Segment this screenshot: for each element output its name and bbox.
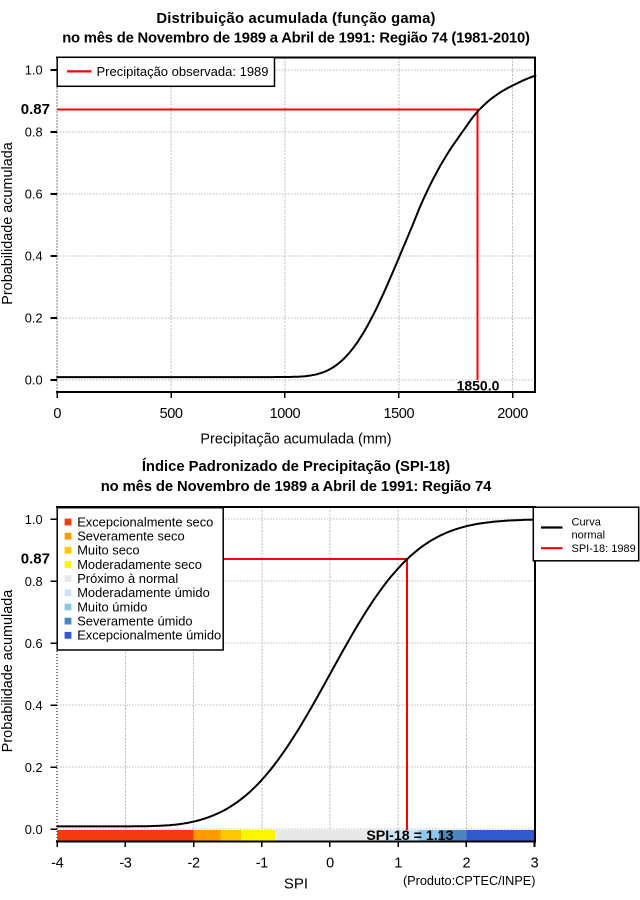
svg-text:Índice Padronizado de Precipit: Índice Padronizado de Precipitação (SPI-… (142, 458, 450, 475)
svg-text:Precipitação acumulada (mm): Precipitação acumulada (mm) (200, 432, 391, 448)
svg-text:Moderadamente úmido: Moderadamente úmido (77, 585, 210, 600)
svg-text:Precipitação observada: 1989: Precipitação observada: 1989 (97, 64, 269, 79)
svg-text:-2: -2 (188, 855, 200, 871)
svg-text:SPI-18: 1989: SPI-18: 1989 (572, 543, 636, 555)
svg-text:0.87: 0.87 (21, 550, 50, 567)
svg-text:Curva: Curva (572, 517, 602, 529)
svg-text:0.4: 0.4 (25, 249, 43, 264)
svg-text:0.2: 0.2 (25, 760, 43, 775)
svg-text:0: 0 (53, 406, 61, 422)
svg-text:0.6: 0.6 (25, 187, 43, 202)
svg-text:(Produto:CPTEC/INPE): (Produto:CPTEC/INPE) (403, 874, 536, 888)
svg-text:no mês de Novembro de 1989 a A: no mês de Novembro de 1989 a Abril de 19… (101, 479, 492, 495)
svg-text:Probabilidade acumulada: Probabilidade acumulada (0, 590, 16, 752)
svg-text:2: 2 (462, 855, 470, 871)
svg-text:0.4: 0.4 (25, 698, 43, 713)
svg-text:1500: 1500 (383, 406, 414, 422)
svg-text:-4: -4 (51, 855, 63, 871)
svg-text:1.0: 1.0 (25, 63, 43, 78)
svg-text:1000: 1000 (270, 406, 301, 422)
svg-text:Muito seco: Muito seco (77, 543, 139, 558)
svg-text:Distribuição acumulada (função: Distribuição acumulada (função gama) (156, 11, 435, 27)
svg-text:Probabilidade acumulada: Probabilidade acumulada (0, 142, 16, 304)
svg-text:3: 3 (531, 855, 539, 871)
svg-text:1: 1 (394, 855, 402, 871)
svg-text:0.0: 0.0 (25, 822, 43, 837)
svg-text:SPI: SPI (284, 876, 308, 893)
svg-text:-1: -1 (256, 855, 268, 871)
svg-text:2000: 2000 (497, 406, 528, 422)
svg-text:normal: normal (572, 530, 606, 542)
svg-text:0.0: 0.0 (25, 373, 43, 388)
svg-text:Moderadamente seco: Moderadamente seco (77, 557, 202, 572)
svg-text:Excepcionalmente úmido: Excepcionalmente úmido (77, 628, 221, 643)
svg-text:Excepcionalmente seco: Excepcionalmente seco (77, 514, 213, 529)
svg-text:0.8: 0.8 (25, 574, 43, 589)
svg-text:Muito úmido: Muito úmido (77, 599, 147, 614)
svg-text:500: 500 (160, 406, 183, 422)
svg-text:-3: -3 (119, 855, 131, 871)
svg-text:Severamente seco: Severamente seco (77, 529, 184, 544)
svg-text:0.2: 0.2 (25, 311, 43, 326)
svg-text:0.8: 0.8 (25, 125, 43, 140)
svg-text:Próximo à normal: Próximo à normal (77, 571, 178, 586)
svg-text:0.87: 0.87 (21, 101, 50, 118)
svg-text:1850.0: 1850.0 (457, 378, 500, 394)
svg-text:SPI-18 = 1.13: SPI-18 = 1.13 (366, 828, 453, 844)
svg-text:1.0: 1.0 (25, 512, 43, 527)
svg-text:0: 0 (326, 855, 334, 871)
svg-text:no mês de Novembro de 1989 a A: no mês de Novembro de 1989 a Abril de 19… (62, 31, 530, 47)
svg-text:0.6: 0.6 (25, 636, 43, 651)
svg-text:Severamente úmido: Severamente úmido (77, 614, 192, 629)
